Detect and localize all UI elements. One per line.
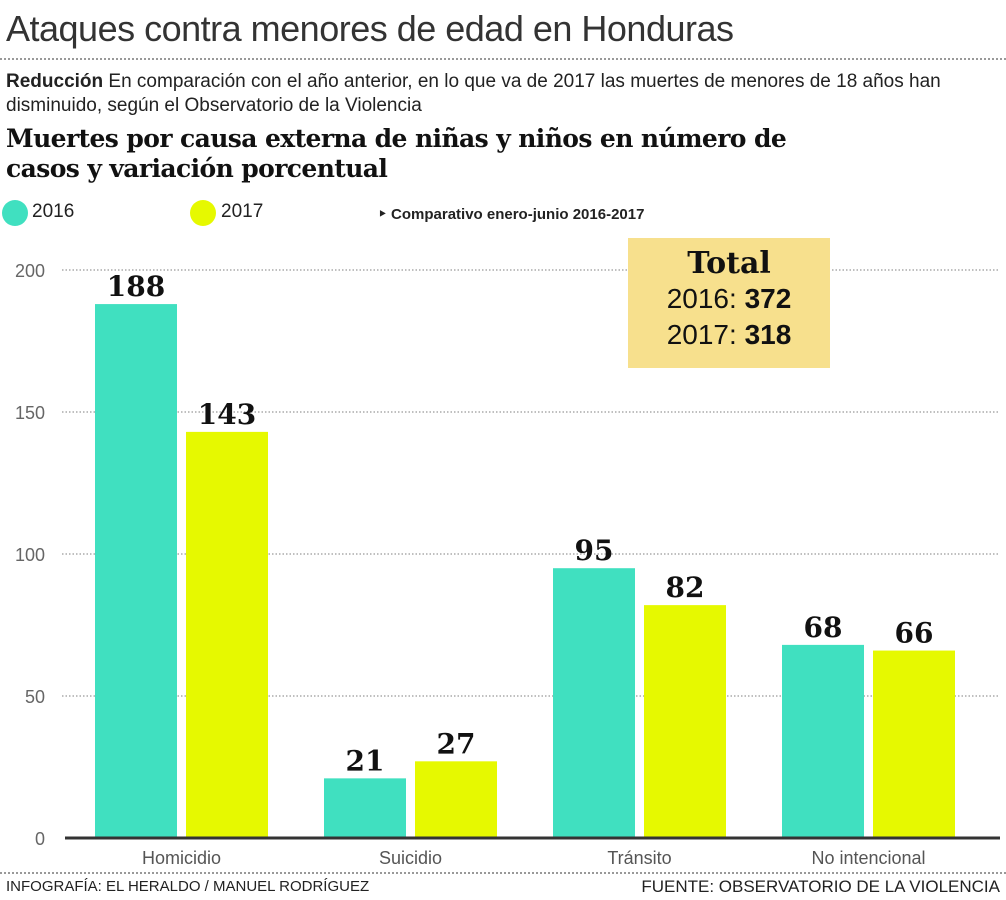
total-2016: 2016: 372 bbox=[628, 281, 830, 317]
bar-2016 bbox=[553, 568, 635, 838]
bar-2017 bbox=[415, 761, 497, 838]
data-label: 143 bbox=[198, 398, 256, 431]
intro-text: Reducción En comparación con el año ante… bbox=[6, 70, 1001, 118]
bar-2017 bbox=[873, 650, 955, 838]
bar-2016 bbox=[95, 304, 177, 839]
legend-label-2017: 2017 bbox=[221, 201, 264, 222]
total-year: 2017: bbox=[666, 319, 737, 350]
legend-swatch-2016 bbox=[2, 200, 28, 226]
data-label: 21 bbox=[346, 744, 385, 777]
y-tick-label: 100 bbox=[15, 545, 45, 565]
comparison-note: ‣ Comparativo enero-junio 2016-2017 bbox=[378, 206, 645, 223]
legend-label-2016: 2016 bbox=[32, 201, 75, 222]
data-label: 82 bbox=[666, 571, 705, 604]
total-title: Total bbox=[687, 246, 771, 281]
total-value: 318 bbox=[744, 319, 792, 350]
legend-swatch-2017 bbox=[190, 200, 216, 226]
total-box: Total 2016: 372 2017: 318 bbox=[628, 238, 830, 368]
page-title: Ataques contra menores de edad en Hondur… bbox=[6, 8, 734, 49]
total-2017: 2017: 318 bbox=[628, 317, 830, 353]
title-divider bbox=[0, 58, 1006, 60]
data-label: 27 bbox=[437, 727, 476, 760]
bar-2017 bbox=[186, 431, 268, 838]
y-tick-label: 200 bbox=[15, 261, 45, 281]
data-label: 188 bbox=[107, 270, 165, 303]
total-value: 372 bbox=[744, 283, 792, 314]
data-label: 68 bbox=[804, 611, 843, 644]
y-tick-label: 0 bbox=[35, 829, 45, 849]
y-tick-label: 50 bbox=[25, 687, 45, 707]
x-tick-label: Tránsito bbox=[607, 848, 671, 868]
footer-divider bbox=[0, 872, 1006, 874]
x-tick-label: Homicidio bbox=[142, 848, 221, 868]
bar-2016 bbox=[324, 778, 406, 838]
source: FUENTE: OBSERVATORIO DE LA VIOLENCIA bbox=[641, 877, 1000, 896]
intro-lead: Reducción bbox=[6, 71, 104, 92]
x-tick-label: Suicidio bbox=[379, 848, 442, 868]
bar-2017 bbox=[644, 605, 726, 838]
intro-body: En comparación con el año anterior, en l… bbox=[6, 71, 941, 116]
bar-2016 bbox=[782, 644, 864, 838]
credit: INFOGRAFÍA: EL HERALDO / MANUEL RODRÍGUE… bbox=[6, 878, 370, 895]
total-year: 2016: bbox=[666, 283, 737, 314]
chart-title: Muertes por causa externa de niñas y niñ… bbox=[6, 124, 787, 183]
x-tick-label: No intencional bbox=[811, 848, 925, 868]
data-label: 95 bbox=[575, 534, 614, 567]
data-label: 66 bbox=[895, 617, 934, 650]
y-tick-label: 150 bbox=[15, 403, 45, 423]
